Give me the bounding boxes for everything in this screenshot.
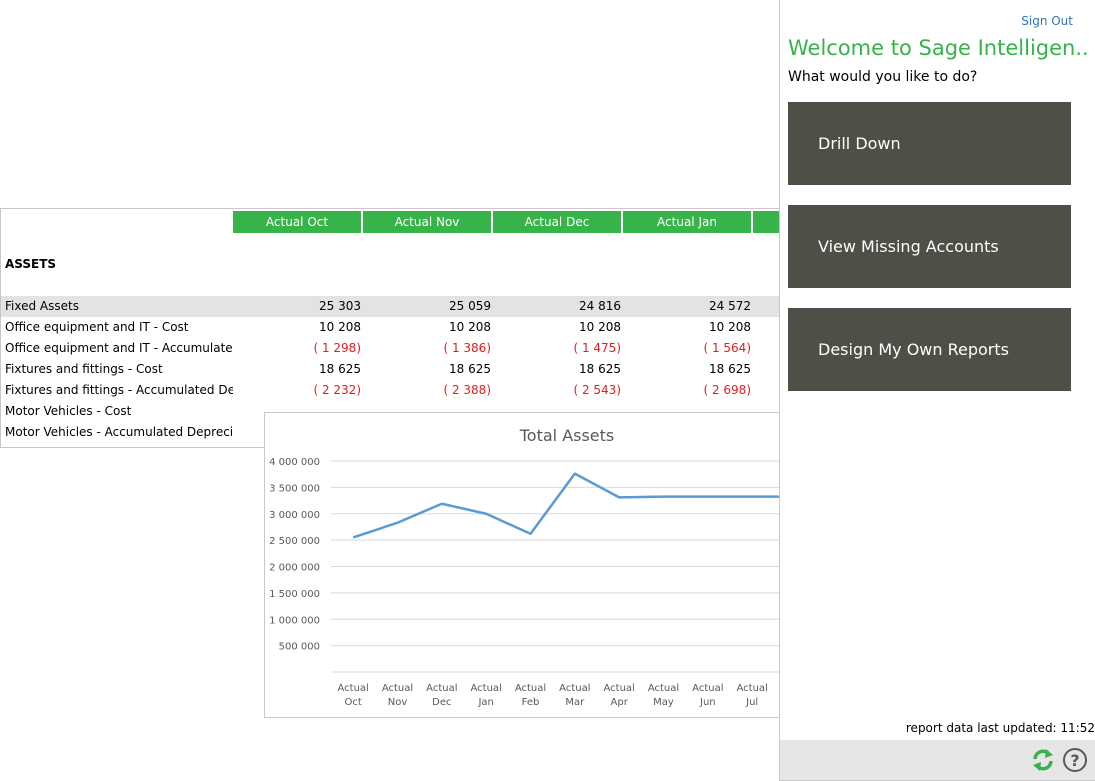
view-missing-accounts-button[interactable]: View Missing Accounts — [788, 205, 1071, 288]
row-label: Motor Vehicles - Cost — [5, 404, 132, 418]
column-header[interactable]: Actual Nov — [363, 211, 491, 233]
row-value: 18 625 — [579, 362, 621, 376]
column-header[interactable]: Actual Dec — [493, 211, 621, 233]
y-tick-label: 3 500 000 — [269, 483, 320, 494]
row-label: Fixed Assets — [5, 299, 79, 313]
x-tick-label: Actual Apr — [604, 683, 635, 708]
row-value: ( 2 232) — [313, 383, 361, 397]
report-sheet: Actual Oct Actual Nov Actual Dec Actual … — [0, 208, 791, 448]
y-tick-label: 1 000 000 — [269, 615, 320, 626]
row-value: ( 2 388) — [443, 383, 491, 397]
column-header[interactable]: Actual Oct — [233, 211, 361, 233]
section-title: ASSETS — [5, 257, 57, 271]
row-value: 18 625 — [449, 362, 491, 376]
row-value: ( 1 564) — [703, 341, 751, 355]
row-value: ( 1 386) — [443, 341, 491, 355]
series-line — [352, 472, 841, 539]
row-value: 24 572 — [709, 299, 751, 313]
table-row[interactable]: Fixed Assets 25 303 25 059 24 816 24 572 — [1, 296, 791, 317]
x-tick-label: Actual Jan — [471, 683, 502, 708]
row-label: Office equipment and IT - Cost — [5, 320, 189, 334]
welcome-heading: Welcome to Sage Intelligen... — [788, 36, 1088, 60]
svg-text:?: ? — [1070, 751, 1079, 770]
y-tick-label: 500 000 — [279, 642, 320, 653]
row-value: 10 208 — [449, 320, 491, 334]
x-tick-label: Actual Jun — [692, 683, 723, 708]
row-value: 25 303 — [319, 299, 361, 313]
prompt-text: What would you like to do? — [788, 69, 978, 85]
x-tick-label: Actual Nov — [382, 683, 413, 708]
row-label: Fixtures and fittings - Cost — [5, 362, 163, 376]
row-value: 10 208 — [319, 320, 361, 334]
total-assets-chart: Total Assets 500 000 1 000 000 1 500 000 2 … — [264, 412, 878, 718]
x-tick-label: Actual Oct — [338, 683, 369, 708]
row-value: ( 2 543) — [573, 383, 621, 397]
row-label: Motor Vehicles - Accumulated Deprecia — [5, 425, 233, 439]
table-row[interactable]: Motor Vehicles - Cost — [1, 401, 791, 422]
table-row[interactable]: Office equipment and IT - Accumulated ( 1… — [1, 338, 791, 359]
drill-down-button[interactable]: Drill Down — [788, 102, 1071, 185]
x-tick-label: Actual Feb — [515, 683, 546, 708]
row-value: ( 1 475) — [573, 341, 621, 355]
table-row[interactable]: Motor Vehicles - Accumulated Deprecia — [1, 422, 791, 443]
x-tick-label: Actual Dec — [426, 683, 457, 708]
x-tick-label: Actual Jul — [737, 683, 768, 708]
row-label: Fixtures and fittings - Accumulated Dep — [5, 383, 233, 397]
panel-footer: ? — [780, 740, 1095, 780]
y-tick-label: 4 000 000 — [269, 457, 320, 468]
row-value: 18 625 — [709, 362, 751, 376]
table-row[interactable]: Fixtures and fittings - Accumulated Dep (… — [1, 380, 791, 401]
y-tick-label: 2 000 000 — [269, 563, 320, 574]
x-tick-label: Actual Mar — [559, 683, 590, 708]
sign-out-link[interactable]: Sign Out — [1021, 14, 1073, 28]
last-updated-text: report data last updated: 11:52 — [905, 721, 1095, 735]
column-header[interactable]: Actual Jan — [623, 211, 751, 233]
side-panel: Sign Out Welcome to Sage Intelligen... W… — [779, 0, 1095, 781]
help-icon[interactable]: ? — [1062, 747, 1088, 773]
y-tick-label: 1 500 000 — [269, 589, 320, 600]
row-value: ( 1 298) — [313, 341, 361, 355]
row-value: 10 208 — [709, 320, 751, 334]
x-tick-label: Actual May — [648, 683, 679, 708]
design-my-own-reports-button[interactable]: Design My Own Reports — [788, 308, 1071, 391]
row-label: Office equipment and IT - Accumulated — [5, 341, 233, 355]
row-value: ( 2 698) — [703, 383, 751, 397]
row-value: 18 625 — [319, 362, 361, 376]
y-tick-label: 2 500 000 — [269, 536, 320, 547]
y-tick-label: 3 000 000 — [269, 510, 320, 521]
row-value: 10 208 — [579, 320, 621, 334]
chart-title: Total Assets — [519, 426, 615, 445]
row-value: 24 816 — [579, 299, 621, 313]
table-row[interactable]: Office equipment and IT - Cost 10 208 10 2… — [1, 317, 791, 338]
refresh-icon[interactable] — [1030, 747, 1056, 773]
table-row[interactable]: Fixtures and fittings - Cost 18 625 18 625… — [1, 359, 791, 380]
row-value: 25 059 — [449, 299, 491, 313]
